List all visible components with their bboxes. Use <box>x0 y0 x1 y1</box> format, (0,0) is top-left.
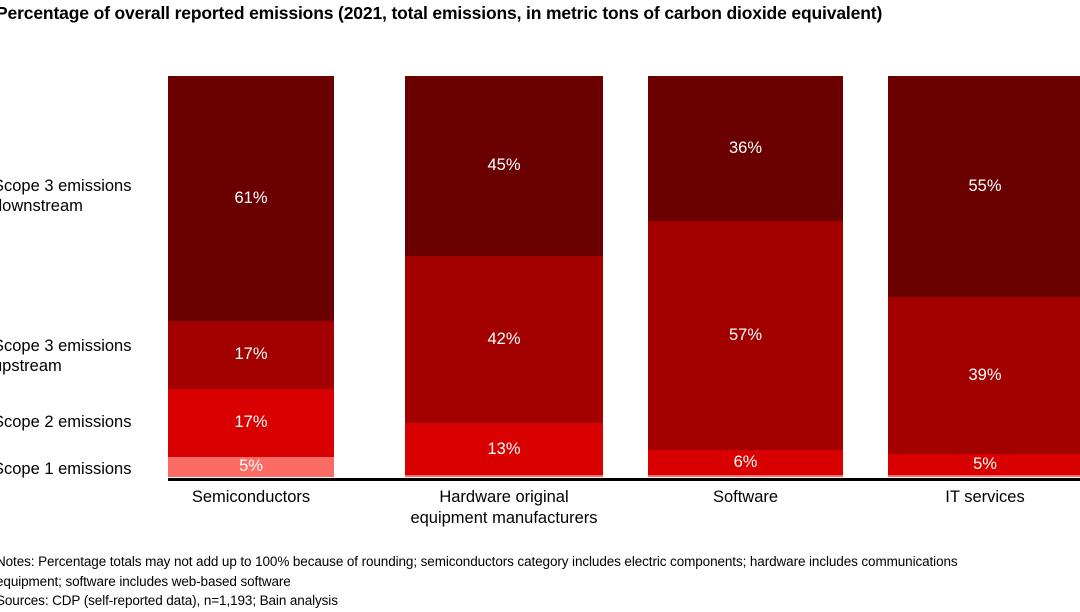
category-label-line-2: equipment manufacturers <box>410 509 598 527</box>
series-label-line-1: Scope 1 emissions <box>0 460 132 478</box>
category-label-line-1: Semiconductors <box>191 488 311 506</box>
bar-segment-value-label: 17% <box>234 413 268 432</box>
bar-segment[interactable]: 36% <box>648 76 843 221</box>
series-label-line-1: Scope 3 emissions <box>0 177 132 195</box>
bar-segment[interactable]: 13% <box>405 423 603 476</box>
series-label-scope3-downstream: Scope 3 emissions downstream <box>0 176 132 216</box>
bar-segment-value-label: 5% <box>973 455 997 473</box>
bar-segment[interactable] <box>888 474 1080 477</box>
bar-software[interactable]: 36% 57% 6% <box>648 76 843 477</box>
series-label-scope3-upstream: Scope 3 emissions upstream <box>0 336 132 376</box>
footnote-notes-line-1: Notes: Percentage totals may not add up … <box>0 554 958 569</box>
category-label-line-1: IT services <box>945 488 1025 506</box>
bar-segment-value-label: 13% <box>487 439 521 458</box>
bar-segment[interactable]: 6% <box>648 450 843 475</box>
bar-segment-value-label: 45% <box>487 156 521 175</box>
bar-segment-value-label: 57% <box>728 326 763 345</box>
bar-segment-value-label: 5% <box>239 457 263 476</box>
bar-segment-value-label: 42% <box>487 330 521 349</box>
footnotes: Notes: Percentage totals may not add up … <box>0 552 1080 611</box>
bar-segment[interactable]: 55% <box>888 76 1080 298</box>
footnote-sources: Sources: CDP (self-reported data), n=1,1… <box>0 593 338 608</box>
bar-segment[interactable]: 61% <box>168 76 334 321</box>
category-label-line-1: Software <box>712 488 779 506</box>
bar-hardware-oem[interactable]: 45% 42% 13% <box>405 76 603 477</box>
bar-segment-value-label: 39% <box>968 366 1002 385</box>
chart-title: Percentage of overall reported emissions… <box>0 3 883 23</box>
category-label-line-1: Hardware original <box>439 488 569 506</box>
bar-segment-value-label: 6% <box>733 453 758 471</box>
chart-plot-area: 61% 17% 17% 5% 45% 42% 13% 36% 57% 6% 55% 39% 5% <box>0 76 1080 478</box>
footnote-notes-line-2: equipment; software includes web-based s… <box>0 573 291 589</box>
bar-it-services[interactable]: 55% 39% 5% <box>888 76 1080 477</box>
series-label-line-1: Scope 3 emissions <box>0 337 132 355</box>
series-label-line-2: upstream <box>0 357 62 375</box>
bar-segment[interactable]: 45% <box>405 76 603 256</box>
bar-segment-value-label: 55% <box>968 177 1002 196</box>
bar-segment[interactable]: 42% <box>405 255 603 424</box>
series-label-line-1: Scope 2 emissions <box>0 413 132 431</box>
bar-segment[interactable]: 5% <box>168 456 334 477</box>
category-label-semiconductors: Semiconductors <box>168 487 334 508</box>
bar-segment-value-label: 17% <box>234 345 268 364</box>
bar-segment[interactable] <box>648 474 843 477</box>
bar-segment-value-label: 61% <box>234 188 268 207</box>
category-label-software: Software <box>648 487 843 508</box>
series-label-line-2: downstream <box>0 197 83 215</box>
bar-semiconductors[interactable]: 61% 17% 17% 5% <box>168 76 334 477</box>
bar-segment[interactable] <box>405 475 603 477</box>
bar-segment[interactable]: 5% <box>888 454 1080 475</box>
x-axis-baseline <box>168 478 1080 481</box>
bar-segment-value-label: 36% <box>728 138 763 157</box>
bar-segment[interactable]: 17% <box>168 320 334 389</box>
category-label-it-services: IT services <box>888 487 1080 508</box>
bar-segment[interactable]: 39% <box>888 297 1080 455</box>
bar-segment[interactable]: 17% <box>168 388 334 457</box>
series-label-scope1: Scope 1 emissions <box>0 459 132 479</box>
series-label-scope2: Scope 2 emissions <box>0 412 132 432</box>
category-label-hardware-oem: Hardware original equipment manufacturer… <box>405 487 603 529</box>
bar-segment[interactable]: 57% <box>648 220 843 451</box>
